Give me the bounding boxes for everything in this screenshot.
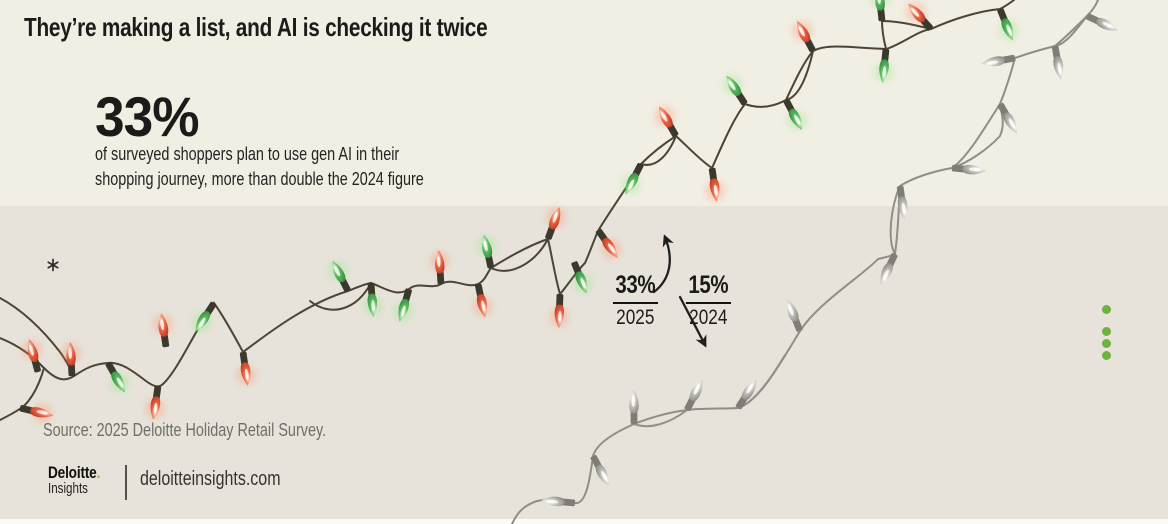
green-bulb [869, 0, 890, 22]
green-bulb [620, 163, 644, 195]
stat-description-line1: of surveyed shoppers plan to use gen AI … [95, 144, 400, 164]
callout-arrows [652, 234, 707, 348]
green-dot [1101, 326, 1111, 336]
red-bulb [654, 106, 679, 138]
red-bulb [236, 351, 257, 386]
green-bulb [191, 301, 217, 333]
green-bulb [997, 8, 1019, 41]
arrow-to-2024-string-icon [678, 295, 707, 348]
red-bulb [22, 339, 43, 373]
green-bulb [722, 74, 748, 106]
brand-name: Deloitte [48, 463, 97, 482]
green-bulb [873, 48, 894, 83]
background-bottom-strip [0, 519, 1168, 524]
red-bulb [429, 250, 450, 285]
stat-description: of surveyed shoppers plan to use gen AI … [95, 142, 506, 192]
footer-divider [125, 465, 127, 500]
callout-2024: 15% 2024 [685, 271, 731, 330]
red-bulb [792, 20, 816, 53]
callout-2025-value: 33% [612, 271, 658, 304]
green-bulb [476, 234, 497, 269]
gray-bulb [735, 379, 757, 410]
gray-bulb [896, 185, 908, 220]
green-bulb [105, 361, 130, 393]
stat-description-line2: shopping journey, more than double the 2… [95, 169, 424, 189]
gray-bulb [684, 379, 703, 411]
red-bulb [905, 1, 933, 31]
background-bottom-band [0, 206, 1168, 519]
gray-bulb [1051, 45, 1064, 80]
red-bulb [144, 385, 165, 420]
gray-bulb [997, 102, 1018, 134]
site-url: deloitteinsights.com [140, 468, 281, 490]
red-bulb [19, 403, 54, 424]
callout-2025-year: 2025 [616, 306, 655, 329]
red-bulb [472, 283, 493, 318]
gray-bulb [629, 390, 639, 424]
green-bulb [392, 288, 413, 322]
gray-bulb [541, 496, 576, 507]
brand-green-dot: . [96, 463, 101, 482]
gray-bulb [1086, 13, 1118, 31]
stat-value: 33% [95, 85, 200, 148]
green-dot [1101, 304, 1111, 314]
gray-light-string-2024 [511, 0, 1118, 524]
gray-bulb [981, 54, 1016, 67]
callout-2024-year: 2024 [689, 306, 728, 329]
red-bulb [60, 342, 81, 377]
red-bulb [152, 313, 173, 348]
deloitte-insights-logo: Deloitte. Insights [48, 464, 113, 497]
callout-2024-value: 15% [685, 271, 731, 304]
arrow-to-2025-string-icon [652, 234, 674, 294]
callout-2025: 33% 2025 [612, 271, 658, 330]
asterisk-icon [47, 258, 59, 272]
red-bulb [705, 167, 726, 202]
green-bulb [327, 260, 351, 292]
colored-light-string-2025 [0, 0, 1019, 424]
green-dot [1101, 338, 1111, 348]
page-title: They’re making a list, and AI is checkin… [24, 12, 488, 42]
source-note: Source: 2025 Deloitte Holiday Retail Sur… [43, 420, 327, 440]
gray-bulb [951, 164, 986, 175]
green-bulb [571, 261, 593, 294]
green-dot [1101, 350, 1111, 360]
red-bulb [595, 228, 622, 259]
brand-sub: Insights [48, 481, 88, 497]
gray-bulb [880, 253, 898, 285]
gray-bulb [786, 299, 803, 332]
red-bulb [545, 207, 566, 240]
red-bulb [549, 293, 570, 328]
gray-bulb [590, 454, 609, 487]
green-bulb [783, 98, 807, 131]
green-bulb [362, 282, 383, 317]
